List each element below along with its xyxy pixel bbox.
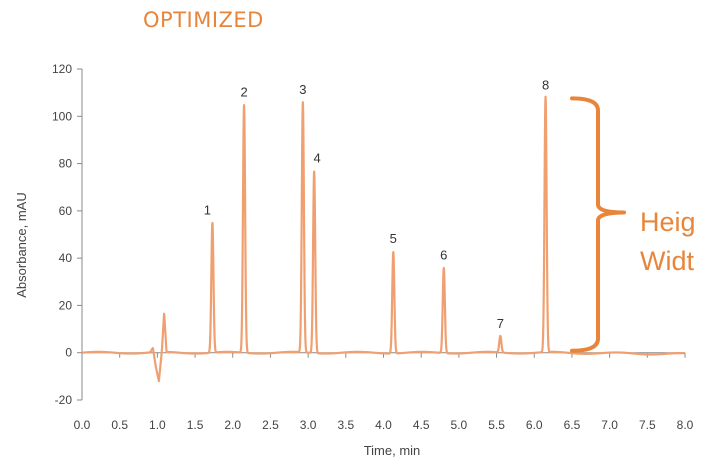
x-tick-label: 8.0 xyxy=(677,418,694,432)
peak-label-2: 2 xyxy=(240,84,247,99)
x-tick-label: 4.5 xyxy=(413,418,430,432)
tick-marks xyxy=(77,68,686,401)
peak-label-1: 1 xyxy=(204,203,211,218)
chart-title: OPTIMIZED xyxy=(143,8,264,32)
x-tick-label: 0.0 xyxy=(74,418,91,432)
x-tick-label: 3.0 xyxy=(300,418,317,432)
x-tick-label: 1.5 xyxy=(187,418,204,432)
y-tick-label: 100 xyxy=(52,109,72,123)
x-axis-title: Time, min xyxy=(364,443,421,458)
x-tick-label: 7.0 xyxy=(601,418,618,432)
x-tick-label: 4.0 xyxy=(375,418,392,432)
peak-label-5: 5 xyxy=(390,231,397,246)
x-tick-label: 6.5 xyxy=(564,418,581,432)
axes xyxy=(81,69,685,400)
annotation-line-1: Heig xyxy=(640,207,696,237)
y-tick-label: 20 xyxy=(59,298,73,312)
x-tick-label: 6.0 xyxy=(526,418,543,432)
peak-label-4: 4 xyxy=(314,151,321,166)
y-axis-title: Absorbance, mAU xyxy=(14,192,29,298)
x-tick-label: 5.5 xyxy=(488,418,505,432)
y-tick-label: 40 xyxy=(59,251,73,265)
height-bracket xyxy=(570,96,626,353)
peak-label-8: 8 xyxy=(542,77,549,92)
x-tick-label: 5.0 xyxy=(451,418,468,432)
x-tick-label: 2.5 xyxy=(262,418,279,432)
x-tick-label: 2.0 xyxy=(224,418,241,432)
x-tick-label: 3.5 xyxy=(337,418,354,432)
y-tick-label: 120 xyxy=(52,62,72,76)
y-tick-label: 60 xyxy=(59,204,73,218)
x-tick-label: 7.5 xyxy=(639,418,656,432)
y-tick-label: -20 xyxy=(55,393,73,407)
peak-labels: 1 2 3 4 5 6 7 8 xyxy=(204,77,549,331)
x-tick-label: 0.5 xyxy=(111,418,128,432)
x-tick-label: 1.0 xyxy=(149,418,166,432)
annotation-line-2: Widt xyxy=(640,246,694,276)
y-tick-label: 0 xyxy=(65,346,72,360)
peak-label-6: 6 xyxy=(440,248,447,263)
tick-labels: -20 0 20 40 60 80 100 120 0.0 0.5 1.0 1.5 2.0 2.5 3.0 3… xyxy=(52,62,694,432)
peak-label-3: 3 xyxy=(299,82,306,97)
y-tick-label: 80 xyxy=(59,157,73,171)
chromatogram-trace xyxy=(81,95,686,383)
peak-label-7: 7 xyxy=(497,316,504,331)
